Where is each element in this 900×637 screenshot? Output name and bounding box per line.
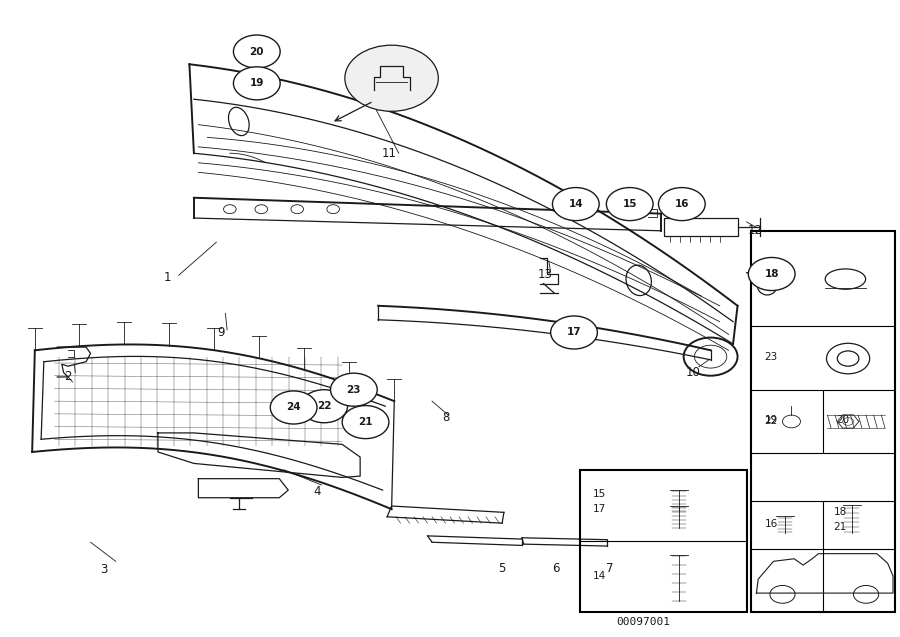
Text: 22: 22 (317, 401, 331, 412)
Text: 00097001: 00097001 (616, 617, 670, 627)
Text: 16: 16 (764, 519, 778, 529)
Text: 6: 6 (553, 562, 560, 575)
Text: 17: 17 (593, 504, 606, 514)
Text: 20: 20 (249, 47, 264, 57)
Text: 19: 19 (764, 415, 778, 426)
Text: 3: 3 (100, 563, 108, 576)
Bar (580, 469, 746, 612)
Text: 8: 8 (443, 410, 450, 424)
Text: 5: 5 (499, 562, 506, 575)
Circle shape (342, 406, 389, 439)
Bar (664, 218, 738, 236)
Text: 24: 24 (286, 403, 301, 413)
Text: 9: 9 (217, 326, 225, 339)
Text: 21: 21 (358, 417, 373, 427)
Text: 21: 21 (833, 522, 847, 532)
Circle shape (553, 187, 599, 220)
Circle shape (233, 35, 280, 68)
Text: 16: 16 (675, 199, 689, 209)
Text: 18: 18 (764, 269, 779, 279)
Text: 10: 10 (685, 366, 700, 379)
Text: 14: 14 (569, 199, 583, 209)
Text: 15: 15 (623, 199, 637, 209)
Text: 17: 17 (567, 327, 581, 338)
Circle shape (345, 45, 438, 111)
Text: 4: 4 (313, 485, 320, 498)
Circle shape (551, 316, 598, 349)
Bar (751, 231, 895, 612)
Text: 23: 23 (346, 385, 361, 395)
Text: 12: 12 (748, 224, 763, 238)
Text: 15: 15 (593, 489, 606, 499)
Text: 7: 7 (607, 562, 614, 575)
Circle shape (607, 187, 653, 220)
Text: 22: 22 (764, 417, 778, 426)
Circle shape (270, 391, 317, 424)
Text: 13: 13 (538, 268, 553, 280)
Text: 1: 1 (163, 271, 171, 283)
Text: 24: 24 (764, 272, 778, 282)
Circle shape (330, 373, 377, 406)
Text: 20: 20 (836, 415, 850, 426)
Text: 11: 11 (382, 147, 396, 160)
Text: 23: 23 (764, 352, 778, 362)
Circle shape (301, 390, 347, 423)
Text: 18: 18 (833, 506, 847, 517)
Text: 14: 14 (593, 571, 606, 581)
Text: 2: 2 (64, 371, 72, 383)
Circle shape (659, 187, 706, 220)
Circle shape (233, 67, 280, 100)
Text: 19: 19 (249, 78, 264, 89)
Circle shape (748, 257, 795, 290)
